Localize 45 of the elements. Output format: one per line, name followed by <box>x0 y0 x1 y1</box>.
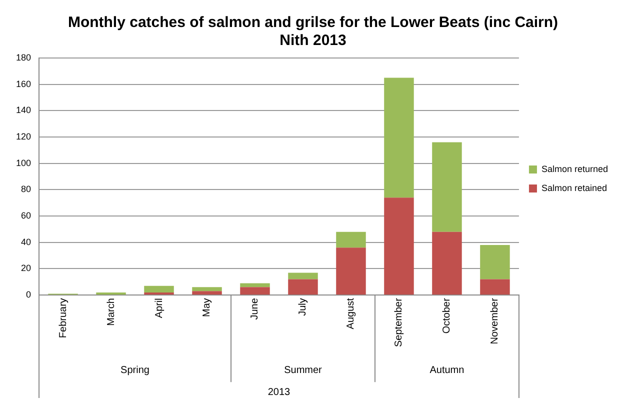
chart-title: Monthly catches of salmon and grilse for the Lower Beats (inc Cairn) <box>68 14 558 32</box>
y-tick-label: 160 <box>16 78 32 89</box>
bar <box>480 279 510 295</box>
bar <box>96 292 126 295</box>
bar <box>384 198 414 295</box>
x-tick-label: March <box>106 298 117 326</box>
bar <box>144 286 174 292</box>
bar <box>336 232 366 248</box>
y-tick-label: 120 <box>16 132 32 142</box>
bar <box>336 248 366 295</box>
bar <box>192 291 222 295</box>
y-tick-label: 100 <box>16 158 32 168</box>
y-tick-label: 140 <box>16 105 32 116</box>
y-tick-label: 20 <box>21 263 32 274</box>
x-tick-label: August <box>346 298 357 330</box>
x-tick-label: July <box>298 298 309 316</box>
legend-label: Salmon returned <box>541 164 608 174</box>
x-tick-label: October <box>442 297 453 334</box>
bar <box>432 232 462 295</box>
bar <box>240 283 270 288</box>
bar <box>288 272 318 280</box>
bar <box>192 287 222 292</box>
bar <box>432 142 462 232</box>
y-tick-label: 80 <box>21 184 32 194</box>
bar <box>144 292 174 295</box>
bar <box>480 245 510 280</box>
chart-subtitle: Nith 2013 <box>280 32 346 50</box>
y-tick-label: 0 <box>26 290 32 300</box>
bar <box>240 287 270 295</box>
text: Summer <box>284 364 323 376</box>
x-tick-label: June <box>250 298 261 320</box>
x-tick-label: February <box>58 298 69 338</box>
y-tick-label: 180 <box>16 52 32 62</box>
legend-label: Salmon retained <box>541 182 608 193</box>
text: Autumn <box>430 364 464 376</box>
y-tick-label: 60 <box>21 210 32 221</box>
text: 2013 <box>268 386 291 398</box>
text: Spring <box>120 364 150 376</box>
y-tick-label: 40 <box>21 236 32 247</box>
bar <box>288 279 318 295</box>
x-tick-label: November <box>490 297 501 344</box>
x-tick-label: April <box>154 298 165 318</box>
x-tick-label: September <box>394 297 405 348</box>
bar <box>384 78 414 198</box>
x-tick-label: May <box>202 298 213 317</box>
